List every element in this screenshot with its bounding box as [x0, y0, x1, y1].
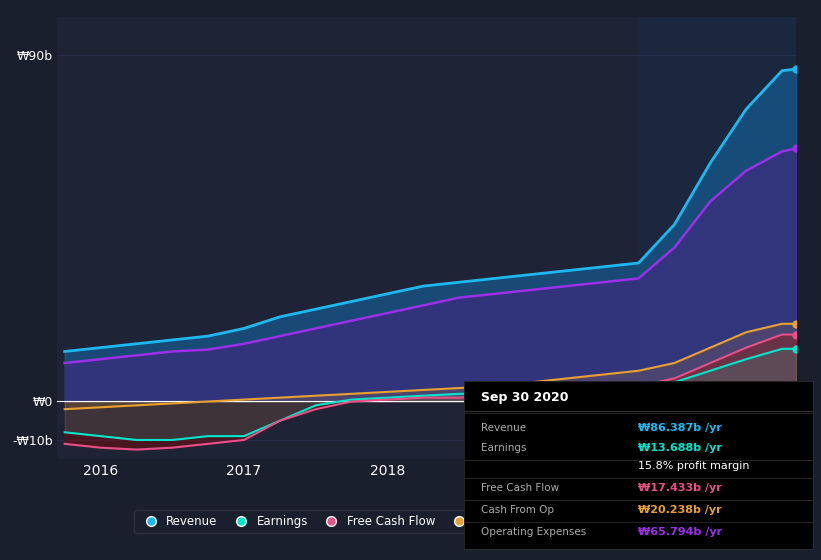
Text: Free Cash Flow: Free Cash Flow — [481, 483, 559, 493]
Text: ₩86.387b /yr: ₩86.387b /yr — [639, 423, 722, 433]
Text: Revenue: Revenue — [481, 423, 526, 433]
Text: Sep 30 2020: Sep 30 2020 — [481, 391, 569, 404]
Text: ₩65.794b /yr: ₩65.794b /yr — [639, 527, 722, 537]
Legend: Revenue, Earnings, Free Cash Flow, Cash From Op, Operating Expenses: Revenue, Earnings, Free Cash Flow, Cash … — [135, 511, 719, 533]
Text: Cash From Op: Cash From Op — [481, 505, 554, 515]
Text: 15.8% profit margin: 15.8% profit margin — [639, 461, 750, 472]
Bar — [639, 17, 796, 459]
Text: ₩17.433b /yr: ₩17.433b /yr — [639, 483, 722, 493]
Text: ₩20.238b /yr: ₩20.238b /yr — [639, 505, 722, 515]
Text: ₩13.688b /yr: ₩13.688b /yr — [639, 443, 722, 453]
Text: Earnings: Earnings — [481, 443, 527, 453]
Text: Operating Expenses: Operating Expenses — [481, 527, 586, 537]
